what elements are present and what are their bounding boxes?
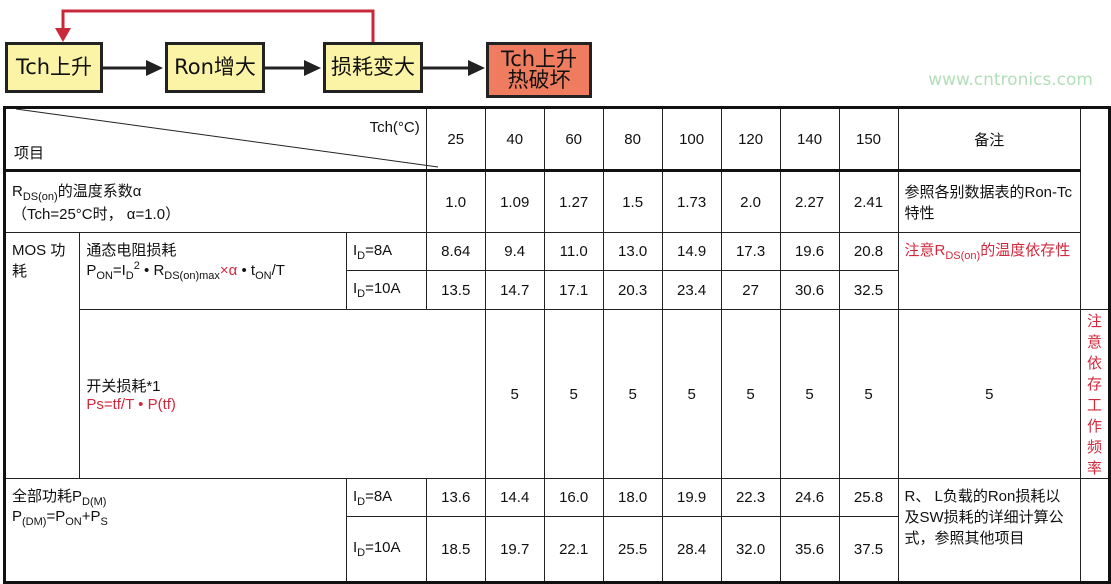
value-cell: 5	[661, 309, 722, 479]
value-cell: 1.09	[484, 170, 545, 233]
arrowhead-2	[304, 60, 321, 76]
value-cell: 18.0	[602, 478, 663, 517]
value-cell: 1.5	[602, 170, 663, 233]
tch-header: Tch(°C)	[369, 119, 420, 136]
current-condition: ID=8A	[345, 232, 427, 271]
switch-loss-row: 开关损耗*1 Ps=tf/T • P(tf) 5 5 5 5 5 5 5 5 注意依存工作频率	[5, 309, 1111, 479]
value-cell: 5	[779, 309, 840, 479]
current-condition: ID=10A	[345, 270, 427, 310]
temp-header: 100	[661, 107, 722, 172]
value-cell: 11.0	[543, 232, 604, 271]
watermark: www.cntronics.com	[928, 70, 1093, 90]
value-cell: 25.8	[838, 478, 899, 517]
result-line-1: Tch上升	[500, 47, 578, 71]
value-cell: 16.0	[543, 478, 604, 517]
value-cell: 1.73	[661, 170, 722, 233]
feedback-arrowhead	[55, 28, 71, 42]
note-header: 备注	[897, 107, 1081, 172]
value-cell: 13.5	[425, 270, 486, 310]
flow-arrows	[55, 9, 485, 76]
note-cell: R、 L负载的Ron损耗以及SW损耗的详细计算公式，参照其他项目	[897, 478, 1081, 583]
value-cell: 37.5	[838, 516, 899, 583]
value-cell: 1.0	[425, 170, 486, 233]
rds-row: RDS(on)的温度系数α （Tch=25°C时， α=1.0） 1.0 1.09 1…	[4, 170, 1110, 233]
value-cell: 2.0	[720, 170, 781, 233]
value-cell: 2.41	[838, 170, 899, 233]
temp-header: 40	[484, 107, 545, 172]
value-cell: 32.0	[720, 516, 781, 583]
value-cell: 2.27	[779, 170, 840, 233]
value-cell: 9.4	[484, 232, 545, 271]
item-header: 项目	[14, 145, 45, 162]
value-cell: 27	[720, 270, 781, 310]
flow-step-tch-rise: Tch上升	[5, 42, 103, 93]
value-cell: 17.1	[543, 270, 604, 310]
value-cell: 19.6	[779, 232, 840, 271]
temp-header: 120	[720, 107, 781, 172]
value-cell: 32.5	[838, 270, 899, 310]
value-cell: 30.6	[779, 270, 840, 310]
temp-header: 80	[602, 107, 663, 172]
value-cell: 22.1	[543, 516, 604, 583]
result-line-2: 热破坏	[507, 68, 571, 92]
feedback-line	[61, 9, 375, 42]
value-cell: 8.64	[425, 232, 486, 271]
on-loss-label: 通态电阻损耗 PON=ID2 • RDS(on)max×α • tON/T	[79, 232, 347, 310]
on-loss-row-10a: ID=10A 13.5 14.7 17.1 20.3 23.4 27 30.6 32.5	[5, 270, 1110, 310]
value-cell: 5	[543, 309, 604, 479]
arrowhead-1	[146, 60, 163, 76]
value-cell: 5	[720, 309, 781, 479]
value-cell: 25.5	[602, 516, 663, 583]
temp-header: 25	[425, 107, 486, 172]
value-cell: 20.8	[838, 232, 899, 271]
value-cell: 5	[897, 309, 1081, 479]
current-condition: ID=10A	[345, 516, 427, 583]
value-cell: 13.0	[602, 232, 663, 271]
value-cell: 35.6	[779, 516, 840, 583]
note-cell: 注意RDS(on)的温度依存性	[897, 232, 1081, 310]
rds-label: RDS(on)的温度系数α （Tch=25°C时， α=1.0）	[4, 170, 427, 233]
header-corner: Tch(°C) 项目	[4, 107, 439, 172]
temp-header: 60	[543, 107, 604, 172]
value-cell: 19.9	[661, 478, 722, 517]
temp-header: 150	[838, 107, 899, 172]
value-cell: 17.3	[720, 232, 781, 271]
value-cell: 24.6	[779, 478, 840, 517]
value-cell: 22.3	[720, 478, 781, 517]
value-cell: 5	[602, 309, 663, 479]
value-cell: 5	[838, 309, 899, 479]
header-row: Tch(°C) 项目 25 40 60 80 100 120 140 150 备…	[4, 107, 1110, 172]
value-cell: 23.4	[661, 270, 722, 310]
arrowhead-3	[468, 60, 485, 76]
value-cell: 13.6	[425, 478, 486, 517]
note-cell: 参照各别数据表的Ron-Tc特性	[897, 170, 1081, 233]
note-cell: 注意依存工作频率	[1079, 309, 1111, 479]
value-cell: 5	[484, 309, 545, 479]
total-loss-row-8a: 全部功耗PD(M) P(DM)=PON+PS ID=8A 13.6 14.4 16.0 1…	[4, 478, 1110, 583]
loss-table: Tch(°C) 项目 25 40 60 80 100 120 140 150 备…	[3, 106, 1111, 584]
value-cell: 14.7	[484, 270, 545, 310]
current-condition: ID=8A	[345, 478, 427, 517]
value-cell: 18.5	[425, 516, 486, 583]
switch-loss-label: 开关损耗*1 Ps=tf/T • P(tf)	[79, 309, 486, 479]
on-loss-row-8a: MOS 功耗 通态电阻损耗 PON=ID2 • RDS(on)max×α • tO…	[3, 232, 1110, 479]
flow-step-ron-increase: Ron增大	[165, 42, 265, 93]
flow-result-thermal-destruction: Tch上升 热破坏	[486, 42, 592, 98]
value-cell: 20.3	[602, 270, 663, 310]
mos-loss-label: MOS 功耗	[3, 232, 81, 479]
value-cell: 1.27	[543, 170, 604, 233]
total-loss-label: 全部功耗PD(M) P(DM)=PON+PS	[4, 478, 347, 583]
flow-step-loss-increase: 损耗变大	[323, 42, 423, 93]
value-cell: 14.9	[661, 232, 722, 271]
value-cell: 19.7	[484, 516, 545, 583]
temp-header: 140	[779, 107, 840, 172]
value-cell: 28.4	[661, 516, 722, 583]
value-cell: 14.4	[484, 478, 545, 517]
